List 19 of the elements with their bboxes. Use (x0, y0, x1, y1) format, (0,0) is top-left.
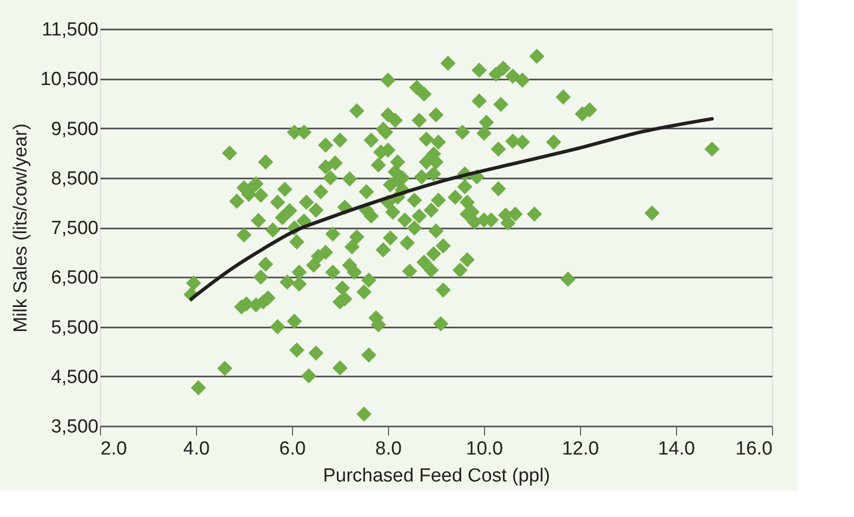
y-tick-label: 5,500 (50, 317, 98, 338)
y-tick-label: 3,500 (50, 416, 98, 438)
y-tick-label: 4,500 (50, 366, 98, 388)
x-tick-label: 4.0 (183, 438, 210, 460)
x-tick-label: 8.0 (375, 438, 402, 460)
y-tick-label: 8,500 (50, 168, 98, 190)
y-tick-label: 11,500 (42, 20, 98, 40)
x-tick-label: 6.0 (279, 438, 306, 460)
x-axis-title: Purchased Feed Cost (ppl) (322, 466, 550, 486)
y-tick-label: 6,500 (50, 268, 98, 289)
y-tick-label: 7,500 (50, 218, 98, 239)
y-tick-label: 10,500 (40, 69, 98, 90)
x-tick-label: 2.0 (100, 438, 127, 460)
x-tick-label: 10.0 (466, 438, 503, 460)
x-tick-label: 16.0 (736, 438, 772, 460)
y-axis-title: Milk Sales (lits/cow/year) (10, 123, 32, 333)
x-tick-label: 12.0 (562, 438, 599, 460)
x-tick-label: 14.0 (658, 438, 695, 460)
y-tick-label: 9,500 (50, 118, 98, 140)
